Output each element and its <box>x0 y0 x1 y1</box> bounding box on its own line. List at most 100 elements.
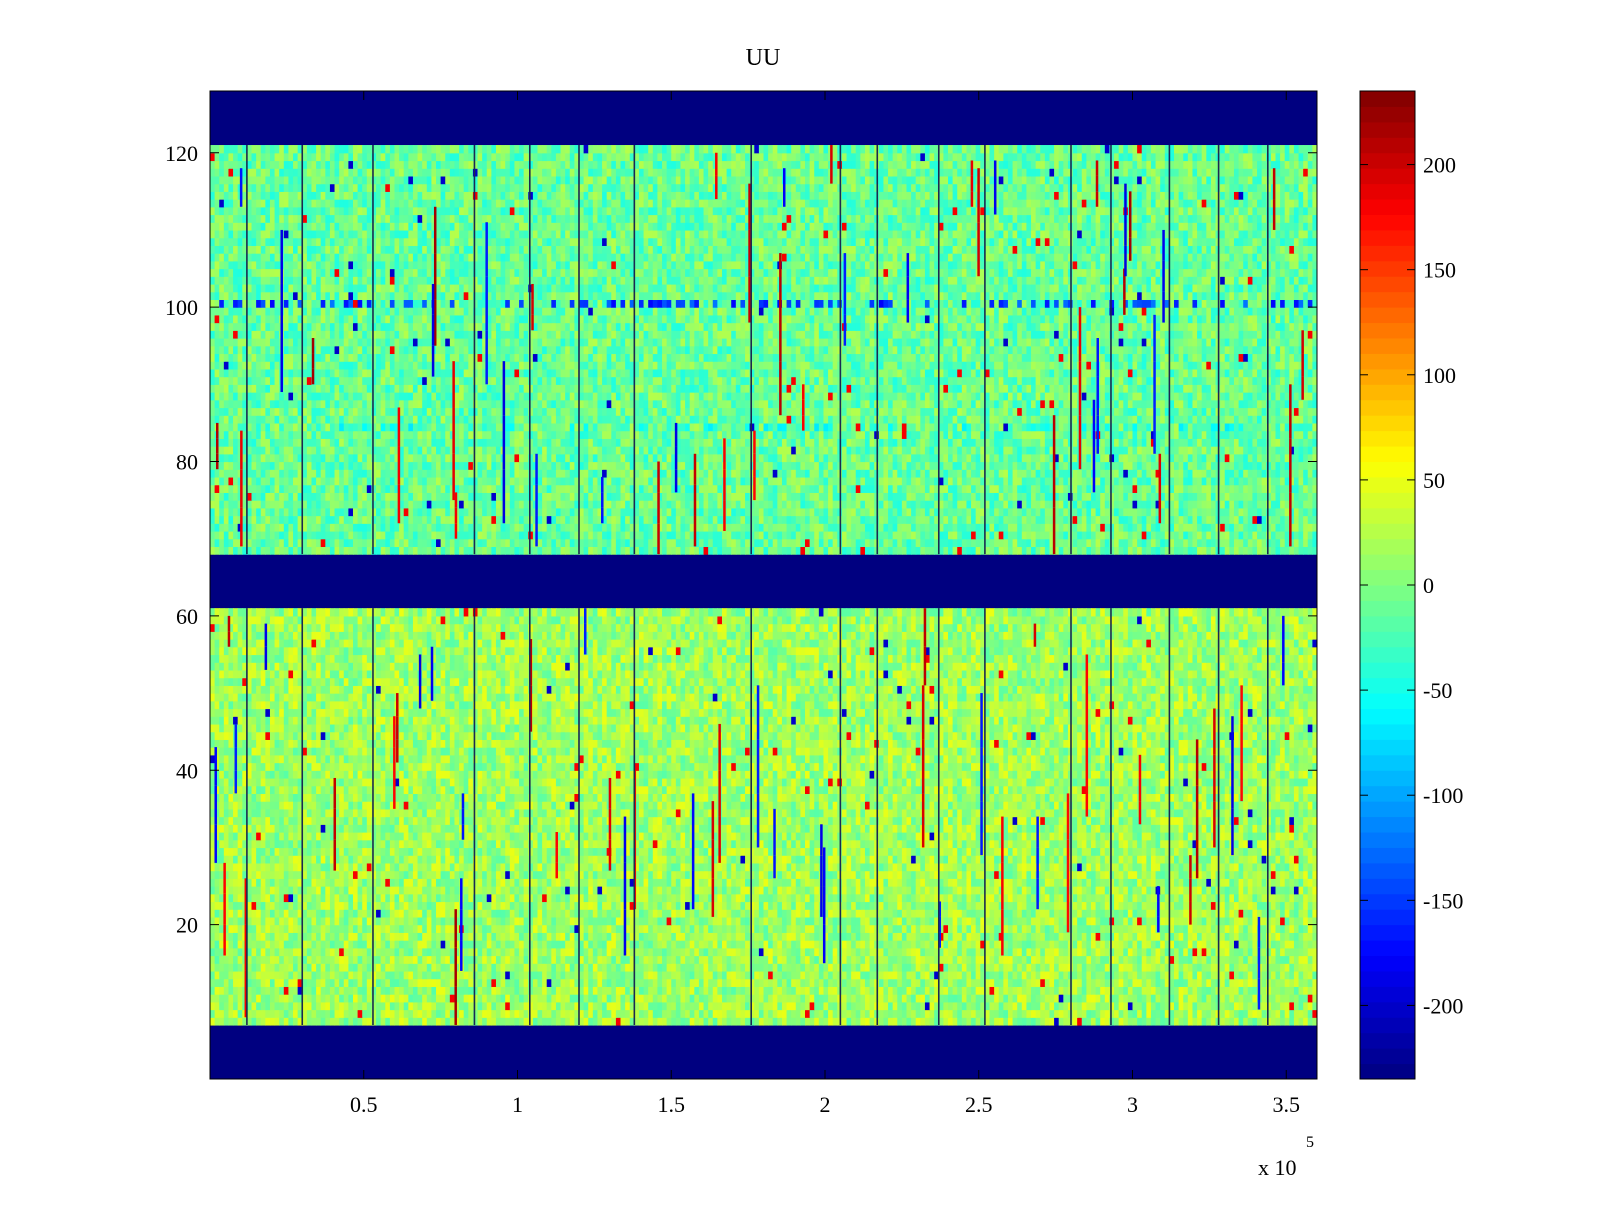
heatmap-cell <box>864 870 871 879</box>
heatmap-cell <box>878 1017 885 1026</box>
heatmap-cell <box>795 870 801 879</box>
heatmap-cell <box>634 947 640 957</box>
heatmap-cell <box>463 886 469 895</box>
heatmap-cell <box>519 1009 525 1018</box>
heatmap-cell <box>417 909 423 918</box>
heatmap-cell <box>546 932 552 941</box>
heatmap-cell <box>509 916 516 926</box>
heatmap-cell <box>412 916 419 926</box>
heatmap-cell <box>786 963 792 972</box>
heatmap-cell <box>569 970 575 980</box>
heatmap-cell <box>223 1009 230 1018</box>
heatmap-cell <box>1077 986 1083 995</box>
heatmap-cell <box>569 924 575 933</box>
heatmap-cell <box>745 924 751 933</box>
heatmap-cell <box>1090 886 1097 895</box>
heatmap-cell <box>472 916 479 926</box>
heatmap-cell <box>648 901 654 910</box>
heatmap-cell <box>574 940 580 949</box>
heatmap-cell <box>998 955 1004 964</box>
heatmap-cell <box>449 955 456 964</box>
heatmap-cell <box>1072 862 1078 872</box>
heatmap-cell <box>855 978 861 987</box>
heatmap-cell <box>906 986 912 995</box>
heatmap-cell <box>1275 886 1281 895</box>
heatmap-cell <box>1183 870 1189 879</box>
heatmap-cell <box>389 947 396 957</box>
heatmap-cell <box>685 947 691 957</box>
heatmap-cell <box>851 924 857 933</box>
heatmap-cell <box>293 986 299 995</box>
heatmap-cell <box>638 924 645 933</box>
heatmap-cell <box>1081 862 1087 872</box>
heatmap-cell <box>1109 886 1115 895</box>
heatmap-cell <box>841 924 848 933</box>
heatmap-cell <box>1229 994 1235 1003</box>
heatmap-cell <box>897 1001 903 1011</box>
heatmap-cell <box>1160 1009 1166 1018</box>
heatmap-cell <box>888 901 894 910</box>
heatmap-cell <box>306 878 313 887</box>
heatmap-cell <box>1275 978 1281 987</box>
heatmap-cell <box>1224 901 1230 910</box>
heatmap-cell <box>841 947 848 957</box>
heatmap-cell <box>1026 878 1032 887</box>
heatmap-cell <box>689 932 695 941</box>
heatmap-cell <box>542 901 548 910</box>
heatmap-cell <box>1040 1001 1046 1011</box>
heatmap-cell <box>274 886 280 895</box>
heatmap-cell <box>763 862 769 872</box>
heatmap-cell <box>615 909 622 918</box>
heatmap-cell <box>1021 940 1028 949</box>
heatmap-cell <box>500 978 506 987</box>
heatmap-cell <box>1090 970 1097 980</box>
heatmap-cell <box>966 963 972 972</box>
heatmap-cell <box>1012 994 1018 1003</box>
heatmap-cell <box>662 940 668 949</box>
heatmap-cell <box>638 970 645 980</box>
heatmap-cell <box>1003 878 1009 887</box>
heatmap-cell <box>265 924 271 933</box>
heatmap-cell <box>924 886 931 895</box>
heatmap-cell <box>957 940 963 949</box>
heatmap-cell <box>980 916 986 926</box>
heatmap-cell <box>210 986 216 995</box>
heatmap-cell <box>366 994 373 1003</box>
heatmap-cell <box>380 970 386 980</box>
heatmap-cell <box>620 878 626 887</box>
heatmap-cell <box>551 1017 557 1026</box>
heatmap-cell <box>758 1017 765 1026</box>
heatmap-cell <box>805 924 811 933</box>
heatmap-cell <box>445 878 451 887</box>
heatmap-cell <box>316 862 322 872</box>
heatmap-cell <box>228 955 234 964</box>
heatmap-cell <box>279 978 285 987</box>
heatmap-cell <box>1192 1017 1198 1026</box>
heatmap-cell <box>657 862 663 872</box>
heatmap-cell <box>348 970 354 980</box>
heatmap-cell <box>274 978 280 987</box>
heatmap-cell <box>740 940 746 949</box>
heatmap-cell <box>505 1009 511 1018</box>
heatmap-cell <box>283 886 290 895</box>
heatmap-cell <box>1031 978 1037 987</box>
heatmap-cell <box>565 978 571 987</box>
heatmap-cell <box>366 947 373 957</box>
heatmap-cell <box>846 963 852 972</box>
heatmap-cell <box>1104 940 1111 949</box>
heatmap-cell <box>1303 947 1309 957</box>
heatmap-cell <box>1197 870 1203 879</box>
heatmap-cell <box>943 909 949 918</box>
heatmap-cell <box>560 886 566 895</box>
heatmap-cell <box>426 862 432 872</box>
heatmap-cell <box>519 978 525 987</box>
heatmap-cell <box>860 947 866 957</box>
heatmap-cell <box>1044 1017 1051 1026</box>
heatmap-cell <box>1233 947 1240 957</box>
heatmap-cell <box>629 978 635 987</box>
heatmap-cell <box>422 1009 428 1018</box>
heatmap-cell <box>1049 940 1055 949</box>
heatmap-cell <box>1146 970 1152 980</box>
heatmap-cell <box>228 862 234 872</box>
heatmap-cell <box>1280 909 1286 918</box>
